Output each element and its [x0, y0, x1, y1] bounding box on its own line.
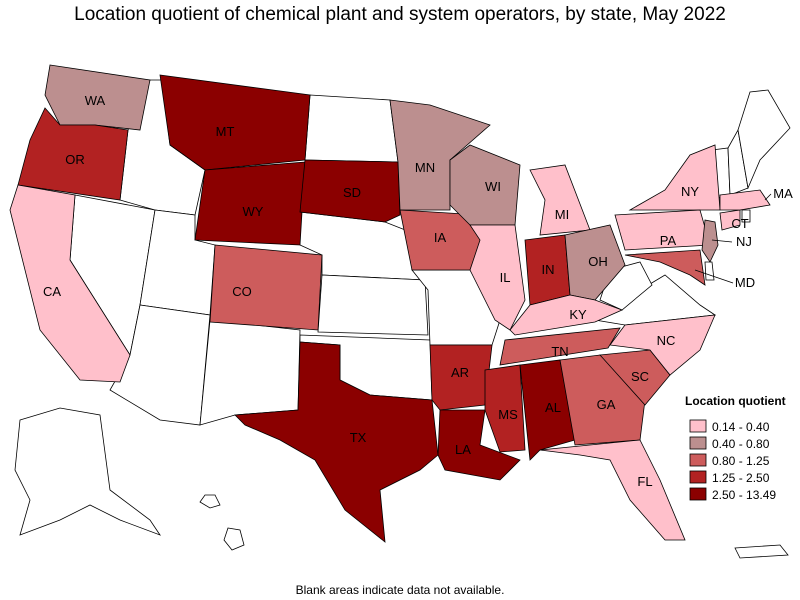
state-de: [704, 261, 715, 281]
state-label: WY: [243, 204, 264, 219]
state-label: MA: [773, 186, 793, 201]
state-shape: [609, 314, 716, 376]
state-shape: [529, 164, 591, 236]
state-shape: [719, 189, 771, 211]
state-nm: [199, 319, 301, 426]
state-label: LA: [455, 442, 471, 457]
state-label: TN: [551, 344, 568, 359]
blank-states: [14, 79, 791, 559]
legend-swatch: [689, 436, 707, 450]
legend-title: Location quotient: [685, 394, 786, 408]
state-label: FL: [637, 474, 652, 489]
state-shape: [719, 209, 741, 231]
state-label: CT: [731, 216, 748, 231]
state-shape: [499, 327, 621, 366]
state-shape: [469, 224, 526, 331]
state-label: NC: [657, 333, 676, 348]
state-label: CA: [43, 284, 61, 299]
legend-swatch: [689, 470, 707, 484]
leader-line: [764, 193, 772, 201]
state-hi-big: [223, 527, 245, 551]
state-label: NY: [681, 184, 699, 199]
map-title: Location quotient of chemical plant and …: [74, 4, 726, 25]
legend-label: 1.25 - 2.50: [712, 471, 770, 485]
state-label: GA: [597, 397, 616, 412]
state-shape: [299, 159, 401, 223]
state-shape: [234, 341, 439, 543]
state-label: MT: [216, 124, 235, 139]
state-me: [737, 89, 791, 190]
state-nd: [304, 94, 399, 163]
state-label: IA: [434, 230, 447, 245]
state-label: SC: [631, 369, 649, 384]
state-shape: [9, 184, 131, 383]
legend-label: 0.40 - 0.80: [712, 437, 770, 451]
state-shape: [701, 219, 719, 263]
state-shape: [429, 344, 493, 411]
legend-swatch: [689, 453, 707, 467]
state-label: OH: [588, 254, 608, 269]
state-label: MN: [415, 160, 435, 175]
legend-swatch: [689, 487, 707, 501]
state-label: WA: [85, 93, 106, 108]
state-label: TX: [350, 430, 367, 445]
legend: Location quotient 0.14 - 0.40 0.40 - 0.80…: [685, 394, 786, 502]
legend-label: 0.14 - 0.40: [712, 420, 770, 434]
state-label: MS: [498, 407, 518, 422]
state-label: IL: [500, 270, 511, 285]
state-label: CO: [232, 284, 252, 299]
state-label: IN: [542, 262, 555, 277]
state-label: OR: [65, 152, 85, 167]
state-ks: [317, 274, 429, 336]
state-shape: [564, 224, 626, 301]
footnote: Blank areas indicate data not available.: [296, 583, 505, 597]
state-ak: [14, 407, 162, 536]
legend-label: 2.50 - 13.49: [712, 488, 776, 502]
state-label: AL: [545, 400, 561, 415]
state-label: KY: [569, 307, 587, 322]
legend-swatch: [689, 419, 707, 433]
state-shape: [628, 144, 721, 211]
state-ri: [741, 209, 751, 223]
state-shape: [519, 359, 576, 461]
state-shape: [194, 161, 306, 246]
state-shape: [539, 439, 686, 541]
state-pr: [734, 544, 789, 559]
state-label: NJ: [736, 234, 752, 249]
state-label: MI: [555, 207, 569, 222]
legend-label: 0.80 - 1.25: [712, 454, 770, 468]
state-label: MD: [735, 275, 755, 290]
state-label: PA: [660, 233, 677, 248]
state-label: WI: [485, 179, 501, 194]
state-label: AR: [451, 365, 469, 380]
state-shape: [484, 364, 526, 453]
state-shape: [17, 107, 129, 201]
state-hi: [199, 494, 221, 509]
state-shape: [509, 294, 624, 336]
state-shape: [624, 249, 706, 286]
leader-line: [711, 239, 733, 243]
state-shape: [159, 74, 311, 171]
state-shape: [559, 354, 646, 446]
state-label: SD: [343, 185, 361, 200]
state-shape: [209, 244, 323, 331]
state-shape: [437, 409, 521, 481]
leader-line: [694, 269, 734, 284]
states: WA OR CA MT WY SD CO TX MN IA AR LA WI IL MI IN OH KY TN MS…: [9, 64, 793, 543]
